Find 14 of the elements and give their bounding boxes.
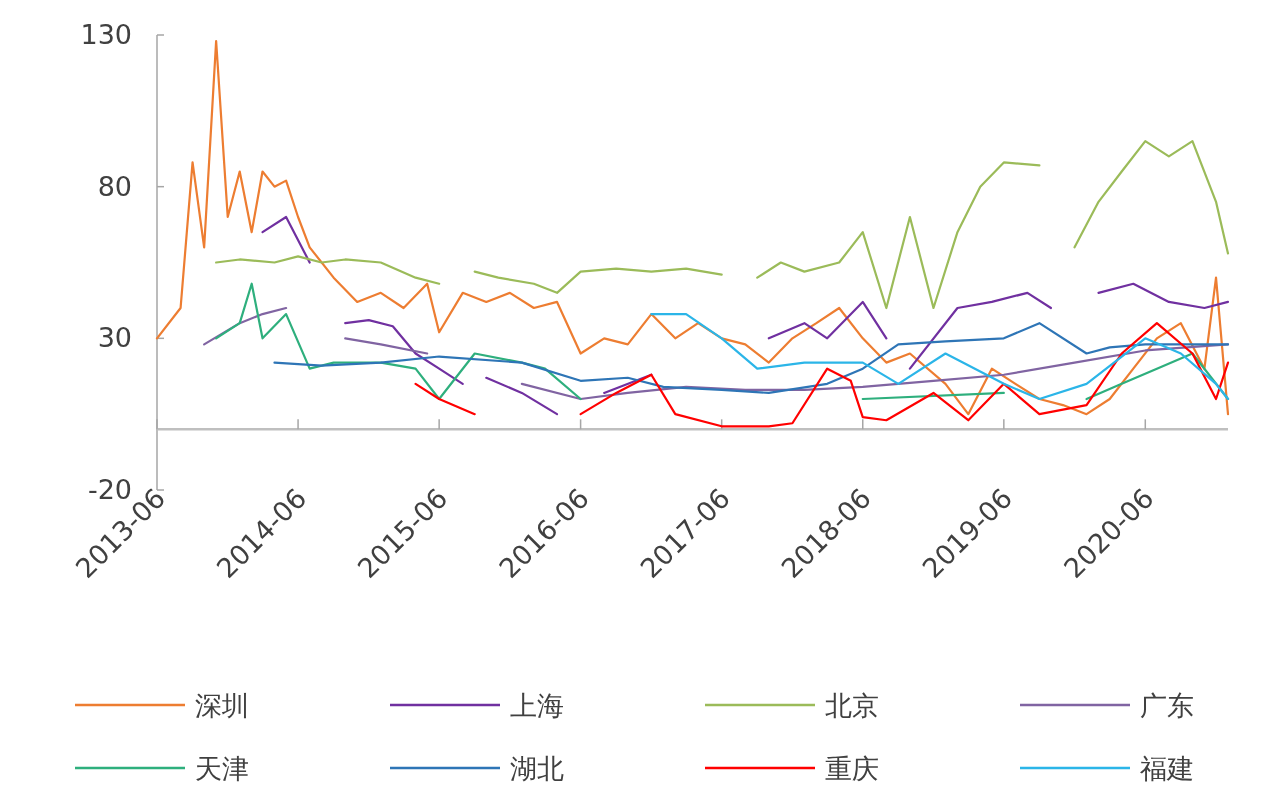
y-tick-label: 80: [97, 170, 132, 202]
legend-label: 广东: [1140, 690, 1194, 721]
legend-label: 北京: [825, 690, 879, 721]
line-series: [273, 322, 1230, 395]
legend-label: 湖北: [510, 753, 564, 784]
legend-label: 福建: [1140, 753, 1194, 784]
legend-label: 天津: [195, 753, 249, 784]
line-series: [650, 312, 1230, 401]
legend-label: 重庆: [825, 753, 879, 784]
y-tick-label: 130: [80, 19, 132, 50]
legend-label: 深圳: [195, 690, 249, 721]
y-tick-label: 30: [97, 322, 132, 354]
line-series: [155, 39, 1230, 416]
legend-label: 上海: [510, 690, 564, 721]
